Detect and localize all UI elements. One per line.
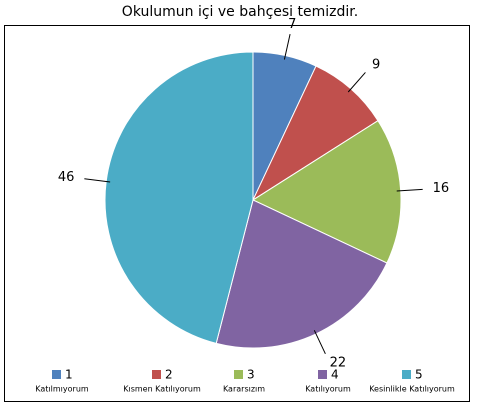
legend-swatch bbox=[318, 370, 327, 379]
leader-line bbox=[347, 72, 366, 93]
legend-description: Kısmen Katılıyorum bbox=[123, 385, 201, 394]
legend-description: Kararsızım bbox=[223, 385, 265, 394]
data-label: 16 bbox=[433, 181, 450, 196]
legend-description: Kesinlikle Katılıyorum bbox=[369, 385, 455, 394]
legend-description: Katılmıyorum bbox=[35, 385, 89, 394]
data-label: 7 bbox=[288, 17, 296, 32]
legend-swatch bbox=[402, 370, 411, 379]
legend-label: 5 bbox=[415, 368, 423, 382]
legend-label: 3 bbox=[247, 368, 255, 382]
legend-swatch bbox=[234, 370, 243, 379]
chart-title: Okulumun içi ve bahçesi temizdir. bbox=[122, 4, 358, 20]
leader-line bbox=[313, 330, 326, 355]
legend-description: Katılıyorum bbox=[305, 385, 351, 394]
legend-label: 1 bbox=[65, 368, 73, 382]
legend-label: 2 bbox=[165, 368, 173, 382]
leader-line bbox=[396, 188, 423, 192]
data-label: 22 bbox=[330, 355, 347, 370]
legend-label: 4 bbox=[331, 368, 339, 382]
legend-swatch bbox=[152, 370, 161, 379]
data-label: 9 bbox=[372, 57, 380, 72]
leader-line bbox=[84, 178, 111, 183]
legend-swatch bbox=[52, 370, 61, 379]
leader-line bbox=[283, 33, 291, 60]
data-label: 46 bbox=[58, 170, 75, 185]
